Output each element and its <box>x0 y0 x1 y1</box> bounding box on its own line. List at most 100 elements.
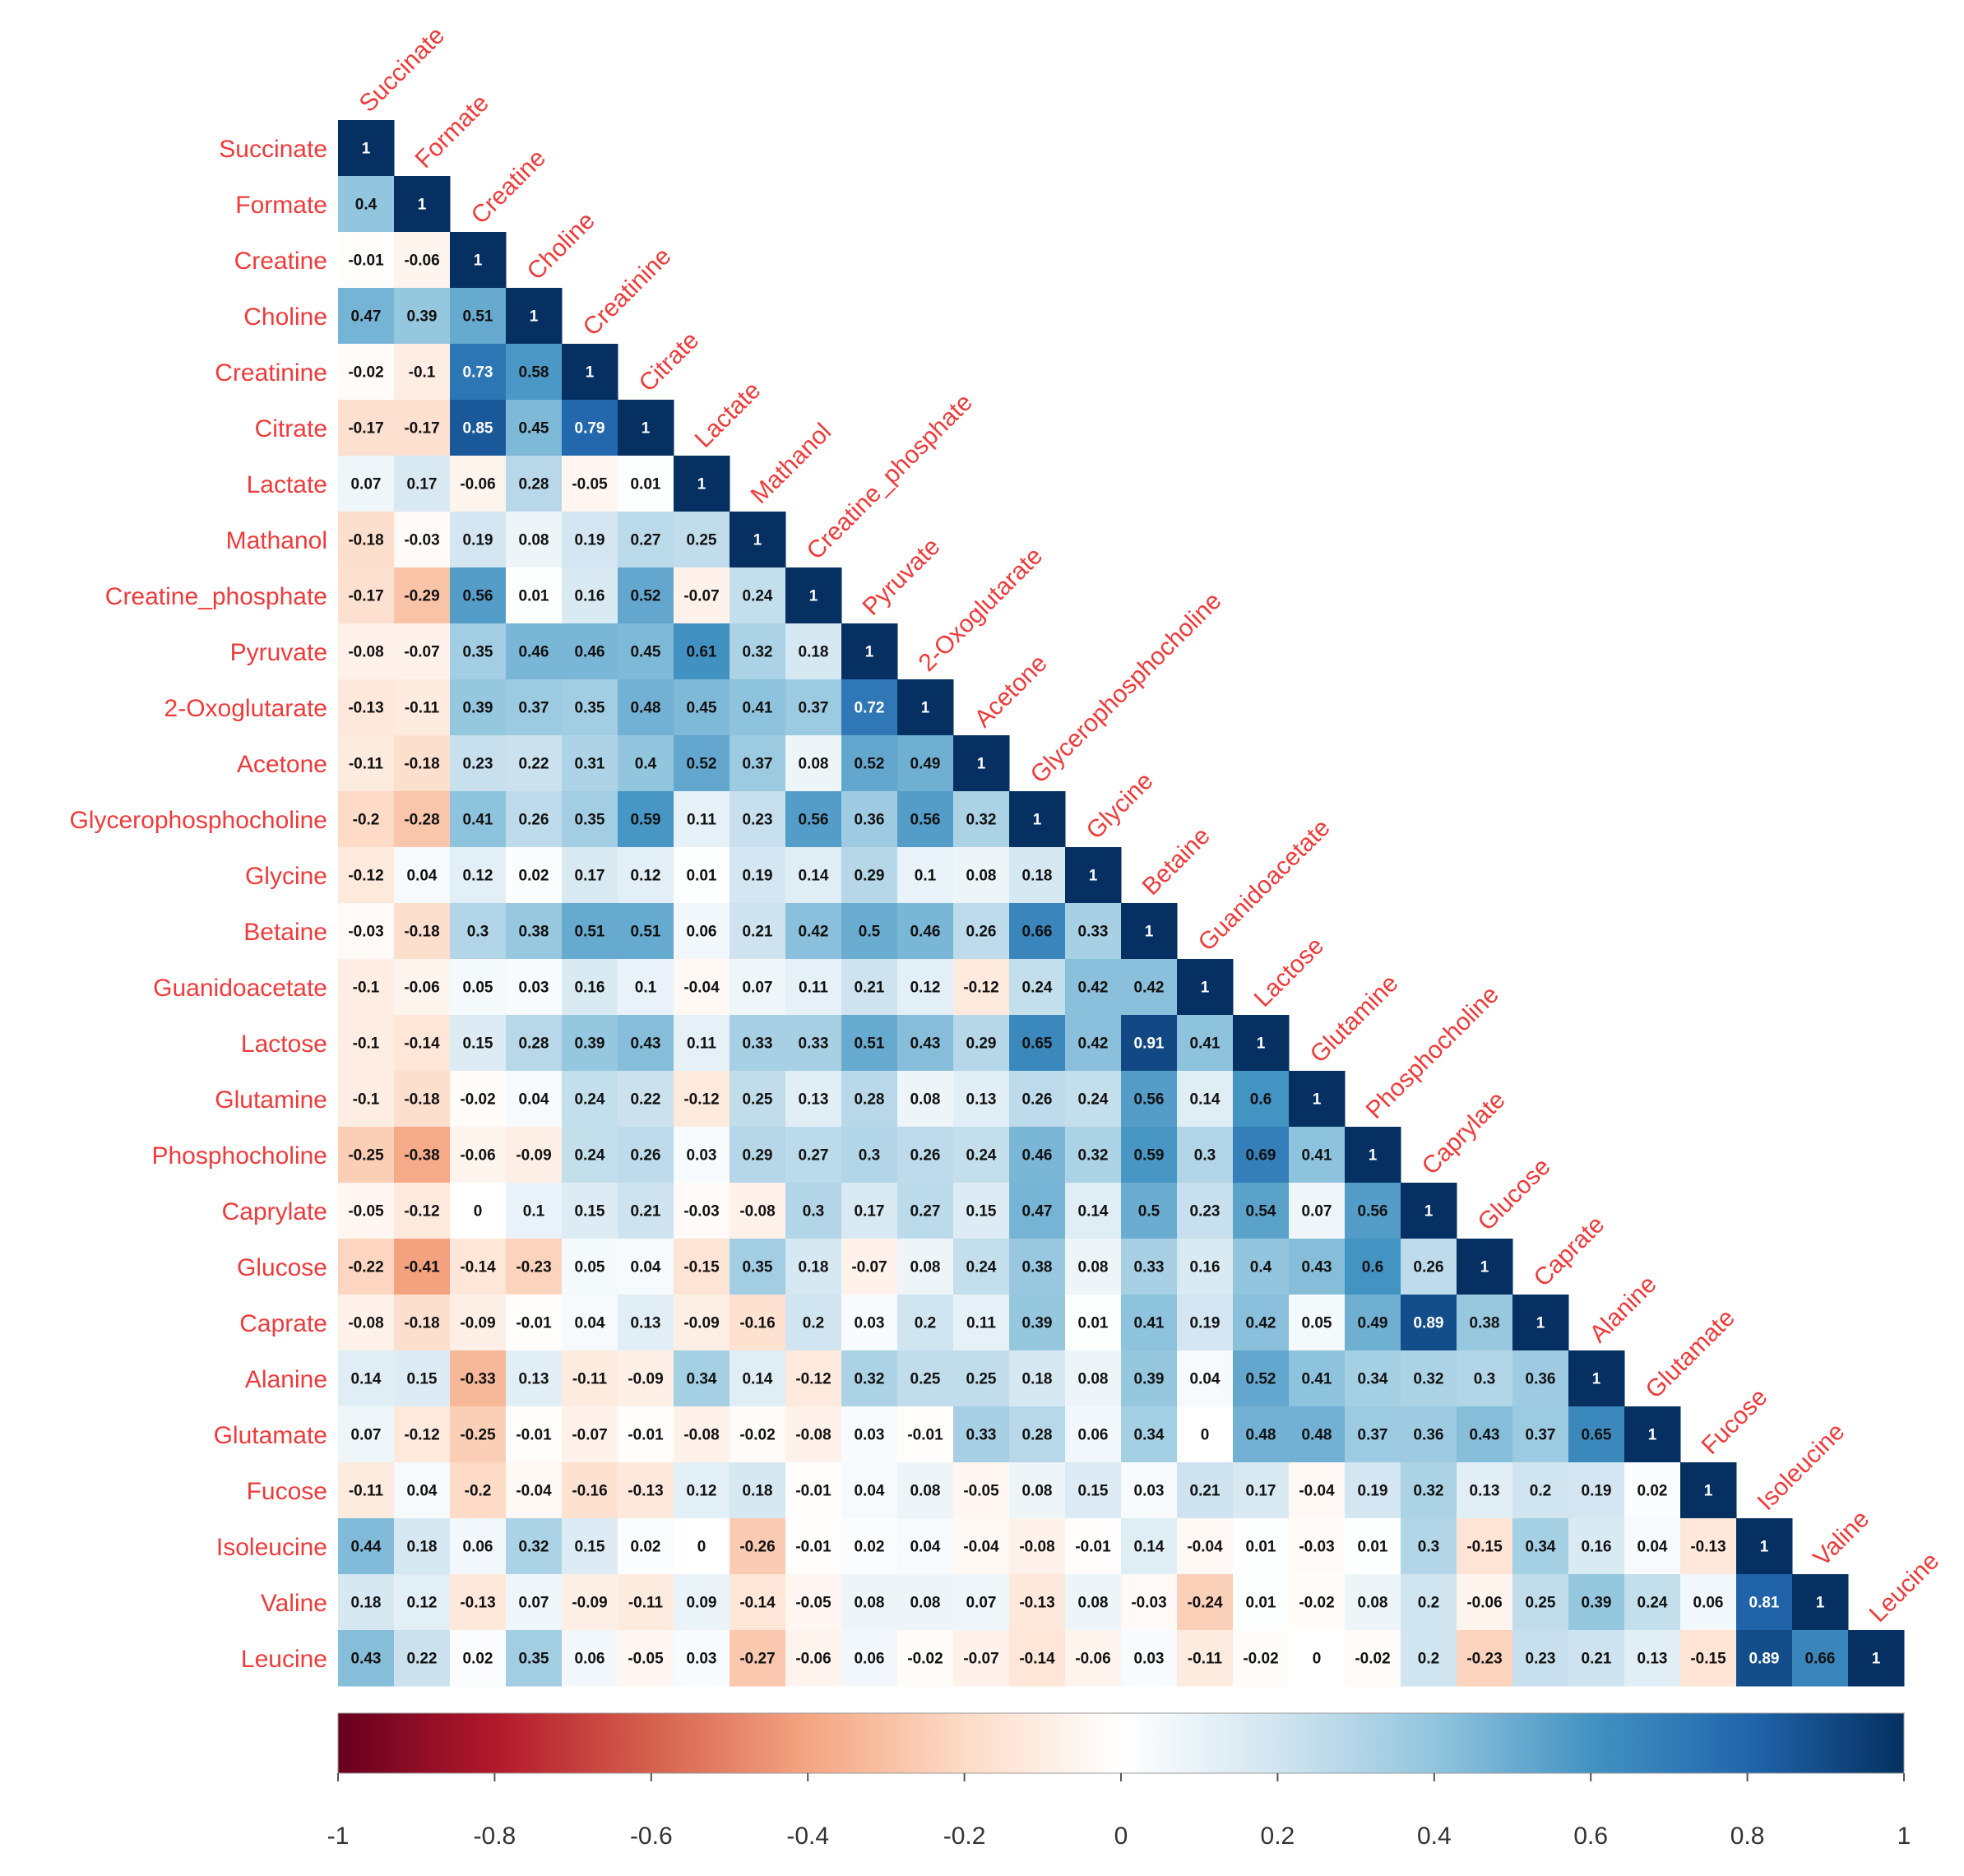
cell-phosphocholine-succinate <box>338 1127 395 1184</box>
cell-value-creatine-phosphate-mathanol: 0.24 <box>743 588 773 605</box>
row-label-creatinine: Creatinine <box>215 359 327 387</box>
cell-value-caprate-2-oxoglutarate: 0.2 <box>915 1315 936 1332</box>
cell-2-oxoglutarate-choline <box>506 679 563 736</box>
cell-value-pyruvate-mathanol: 0.32 <box>743 644 773 661</box>
cell-glucose-glucose <box>1457 1239 1513 1295</box>
cell-value-guanidoacetate-acetone: -0.12 <box>963 980 998 997</box>
cell-value-creatinine-formate: -0.1 <box>409 364 436 382</box>
cell-acetone-lactate <box>674 735 730 792</box>
cell-value-formate-formate: 1 <box>418 197 427 214</box>
row-label-guanidoacetate: Guanidoacetate <box>153 975 327 1002</box>
cell-caprate-succinate <box>338 1295 395 1351</box>
cell-value-glutamine-2-oxoglutarate: 0.08 <box>910 1091 941 1109</box>
cell-caprate-caprylate <box>1401 1295 1457 1351</box>
cell-phosphocholine-creatine-phosphate <box>785 1127 842 1184</box>
cell-value-lactose-formate: -0.14 <box>404 1035 440 1053</box>
cell-isoleucine-creatine <box>450 1518 507 1575</box>
cell-caprylate-succinate <box>338 1183 395 1239</box>
cell-caprylate-pyruvate <box>841 1183 898 1239</box>
cell-glucose-caprylate <box>1401 1239 1457 1295</box>
column-label-caprate: Caprate <box>1529 1211 1610 1292</box>
cell-value-pyruvate-lactate: 0.61 <box>687 644 717 661</box>
cell-value-glutamine-acetone: 0.13 <box>966 1091 997 1109</box>
row-label-citrate: Citrate <box>255 415 327 442</box>
cell-value-isoleucine-betaine: 0.14 <box>1134 1539 1165 1556</box>
cell-acetone-mathanol <box>730 735 786 792</box>
cell-isoleucine-acetone <box>953 1518 1010 1575</box>
cell-value-glutamate-betaine: 0.34 <box>1134 1427 1165 1444</box>
cell-phosphocholine-choline <box>506 1127 563 1184</box>
cell-lactose-betaine <box>1121 1015 1178 1072</box>
cell-phosphocholine-mathanol <box>730 1127 786 1184</box>
cell-glutamate-creatinine <box>562 1406 618 1463</box>
scale-tick-label-9: 0.8 <box>1730 1823 1765 1850</box>
cell-value-leucine-choline: 0.35 <box>519 1651 549 1668</box>
cell-isoleucine-glutamate <box>1624 1518 1681 1575</box>
cell-value-glucose-lactose: 0.4 <box>1250 1259 1272 1276</box>
cell-value-guanidoacetate-creatinine: 0.16 <box>575 980 605 997</box>
cell-valine-glutamine <box>1289 1574 1346 1631</box>
cell-value-glucose-glutamine: 0.43 <box>1302 1259 1332 1276</box>
cell-alanine-caprate <box>1512 1350 1569 1407</box>
cell-value-glucose-phosphocholine: 0.6 <box>1362 1259 1383 1276</box>
color-scale-legend: -1 -0.8 -0.6 -0.4 -0.2 0 0.2 0.4 0.6 0.8 1 <box>327 1712 1911 1850</box>
cell-leucine-lactate <box>674 1630 730 1687</box>
cell-value-guanidoacetate-pyruvate: 0.21 <box>855 980 885 997</box>
cell-lactose-lactate <box>674 1015 730 1072</box>
cell-value-caprylate-phosphocholine: 0.56 <box>1358 1203 1388 1221</box>
cell-citrate-formate <box>394 400 451 456</box>
cell-betaine-creatinine <box>562 903 618 960</box>
cell-caprate-lactate <box>674 1295 730 1351</box>
row-label-lactose: Lactose <box>241 1031 327 1058</box>
cell-value-pyruvate-creatinine: 0.46 <box>575 644 605 661</box>
cell-lactate-succinate <box>338 456 395 512</box>
cell-value-valine-mathanol: -0.14 <box>739 1595 776 1612</box>
cell-value-lactose-succinate: -0.1 <box>353 1035 380 1053</box>
cell-lactose-formate <box>394 1015 451 1072</box>
cell-glycerophosphocholine-formate <box>394 791 451 848</box>
cell-value-caprylate-lactose: 0.54 <box>1246 1203 1276 1221</box>
cell-value-fucose-choline: -0.04 <box>516 1483 552 1500</box>
cell-value-fucose-caprate: 0.2 <box>1530 1483 1551 1500</box>
cell-value-lactate-formate: 0.17 <box>407 476 438 493</box>
cell-lactose-pyruvate <box>841 1015 898 1072</box>
cell-valine-caprate <box>1512 1574 1569 1631</box>
cell-fucose-fucose <box>1680 1462 1737 1519</box>
cell-value-caprate-formate: -0.18 <box>404 1315 439 1332</box>
cell-alanine-phosphocholine <box>1345 1350 1401 1407</box>
cell-value-glutamate-lactose: 0.48 <box>1246 1427 1276 1444</box>
cell-lactose-creatine-phosphate <box>785 1015 842 1072</box>
cell-value-acetone-acetone: 1 <box>977 756 986 773</box>
cell-glycerophosphocholine-creatinine <box>562 791 618 848</box>
cell-value-leucine-citrate: -0.05 <box>628 1651 664 1668</box>
cell-caprylate-mathanol <box>730 1183 786 1239</box>
cell-value-glutamate-guanidoacetate: 0 <box>1201 1427 1210 1444</box>
cell-value-acetone-pyruvate: 0.52 <box>855 756 885 773</box>
cell-creatine-phosphate-creatine <box>450 567 507 624</box>
cell-value-phosphocholine-pyruvate: 0.3 <box>859 1147 880 1165</box>
cell-caprylate-glycine <box>1065 1183 1122 1239</box>
cell-glutamate-succinate <box>338 1406 395 1463</box>
cell-value-glycerophosphocholine-creatine-phosphate: 0.56 <box>799 812 829 829</box>
cell-2-oxoglutarate-creatine <box>450 679 507 736</box>
cell-lactose-lactose <box>1233 1015 1290 1072</box>
cell-value-glucose-mathanol: 0.35 <box>743 1259 773 1276</box>
row-label-lactate: Lactate <box>247 471 327 498</box>
cell-mathanol-mathanol <box>730 512 786 568</box>
cell-caprate-glutamine <box>1289 1295 1346 1351</box>
cell-value-guanidoacetate-creatine-phosphate: 0.11 <box>799 980 828 997</box>
column-label-caprylate: Caprylate <box>1417 1086 1511 1180</box>
cell-glucose-formate <box>394 1239 451 1295</box>
row-label-caprate: Caprate <box>239 1310 327 1337</box>
cell-glucose-creatine-phosphate <box>785 1239 842 1295</box>
cell-betaine-creatine-phosphate <box>785 903 842 960</box>
cell-value-caprate-betaine: 0.41 <box>1134 1315 1165 1332</box>
cell-fucose-caprate <box>1512 1462 1569 1519</box>
cell-glucose-glycine <box>1065 1239 1122 1295</box>
row-label-fucose: Fucose <box>247 1478 327 1505</box>
cell-value-phosphocholine-glycine: 0.32 <box>1078 1147 1109 1165</box>
cell-alanine-formate <box>394 1350 451 1407</box>
cell-value-glycine-glycine: 1 <box>1089 868 1098 885</box>
cell-value-alanine-caprylate: 0.32 <box>1414 1371 1444 1388</box>
